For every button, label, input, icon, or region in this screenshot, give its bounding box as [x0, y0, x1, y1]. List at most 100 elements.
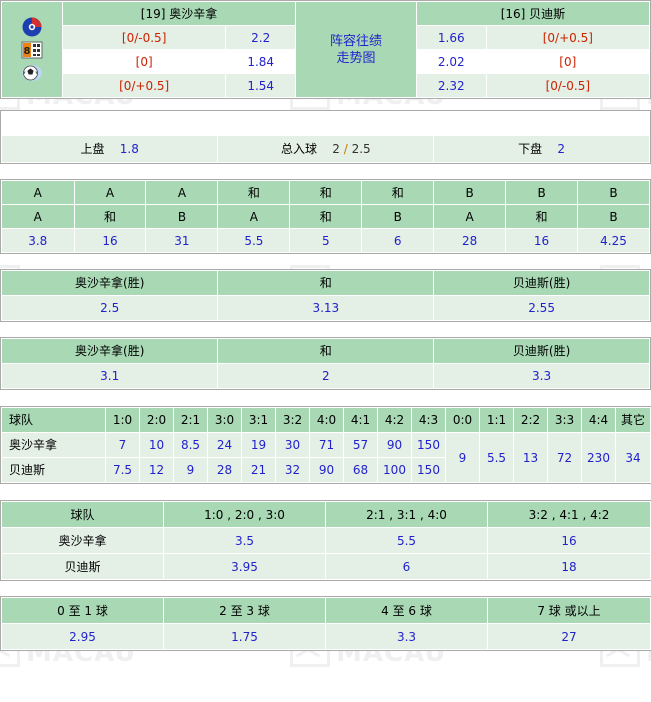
half-full-odds[interactable]: 16	[73, 228, 147, 253]
full-result: B	[577, 204, 650, 229]
score-group-odds[interactable]: 3.5	[163, 527, 326, 554]
correct-score-odds[interactable]: 8.5	[173, 432, 208, 458]
correct-score-odds[interactable]: 57	[343, 432, 378, 458]
half-full-odds[interactable]: 16	[505, 228, 579, 253]
half-full-odds[interactable]: 31	[145, 228, 219, 253]
draw-score-odds-other[interactable]: 34	[615, 432, 651, 483]
half-full-odds[interactable]: 3.8	[1, 228, 75, 253]
total-goals-line-cell[interactable]: 总入球 2 / 2.5	[217, 135, 435, 163]
lineup-history-line2: 走势图	[336, 50, 376, 66]
correct-score-odds[interactable]: 7.5	[105, 457, 140, 483]
draw-score-odds[interactable]: 9	[445, 432, 480, 483]
wdw1-draw-odds[interactable]: 3.13	[217, 295, 435, 321]
half-result: 和	[361, 180, 435, 205]
away-odds[interactable]: 2.02	[415, 49, 487, 74]
score-group-header: 1:0 , 2:0 , 3:0	[163, 501, 326, 528]
correct-score-odds[interactable]: 9	[173, 457, 208, 483]
half-full-odds[interactable]: 6	[361, 228, 435, 253]
score-group-odds[interactable]: 6	[325, 553, 488, 580]
home-odds[interactable]: 2.2	[225, 25, 297, 50]
wdw2-draw-header: 和	[217, 338, 435, 364]
score-header: 4:0	[309, 407, 344, 433]
correct-score-team-header: 球队	[1, 407, 106, 433]
home-handicap[interactable]: [0/-0.5]	[61, 25, 227, 50]
spacer-cell	[217, 111, 435, 136]
under-cell[interactable]: 下盘 2	[433, 135, 650, 163]
correct-score-odds[interactable]: 71	[309, 432, 344, 458]
home-team-name[interactable]: [19] 奥沙辛拿	[61, 1, 297, 26]
correct-score-odds[interactable]: 24	[207, 432, 242, 458]
draw-score-odds[interactable]: 13	[513, 432, 548, 483]
wdw1-home-odds[interactable]: 2.5	[0, 295, 219, 321]
correct-score-odds[interactable]: 19	[241, 432, 276, 458]
half-full-odds[interactable]: 5.5	[217, 228, 291, 253]
correct-score-odds[interactable]: 28	[207, 457, 242, 483]
correct-score-odds[interactable]: 68	[343, 457, 378, 483]
half-result: B	[577, 180, 650, 205]
draw-score-header: 1:1	[479, 407, 514, 433]
scoreboard-icon[interactable]: 8	[21, 39, 43, 61]
full-result: A	[217, 204, 291, 229]
total-goals-header: 0 至 1 球	[1, 597, 164, 624]
odds-page: 8	[0, 0, 651, 651]
correct-score-odds[interactable]: 150	[411, 457, 446, 483]
half-full-odds[interactable]: 28	[433, 228, 507, 253]
total-goals-odds[interactable]: 1.75	[163, 623, 326, 650]
score-group-odds[interactable]: 16	[487, 527, 651, 554]
basketball-icon[interactable]	[21, 16, 43, 38]
under-label: 下盘	[518, 142, 543, 156]
away-handicap[interactable]: [0]	[485, 49, 651, 74]
correct-score-odds[interactable]: 100	[377, 457, 412, 483]
correct-score-odds[interactable]: 7	[105, 432, 140, 458]
correct-score-odds[interactable]: 10	[139, 432, 174, 458]
draw-score-odds[interactable]: 72	[547, 432, 582, 483]
half-result: 和	[289, 180, 363, 205]
away-handicap[interactable]: [0/-0.5]	[485, 73, 651, 98]
full-result: B	[361, 204, 435, 229]
total-goals-odds[interactable]: 2.95	[1, 623, 164, 650]
wdw1-away-odds[interactable]: 2.55	[433, 295, 650, 321]
soccer-ball-icon[interactable]	[21, 62, 43, 84]
correct-score-odds[interactable]: 21	[241, 457, 276, 483]
half-full-odds[interactable]: 4.25	[577, 228, 650, 253]
wdw1-away-header: 贝迪斯(胜)	[433, 270, 650, 296]
half-full-odds[interactable]: 5	[289, 228, 363, 253]
score-group-odds[interactable]: 18	[487, 553, 651, 580]
wdw2-draw-odds[interactable]: 2	[217, 363, 435, 389]
win-draw-win-table-2: 奥沙辛拿(胜) 和 贝迪斯(胜) 3.1 2 3.3	[0, 338, 650, 389]
away-odds[interactable]: 2.32	[415, 73, 487, 98]
draw-score-odds[interactable]: 230	[581, 432, 616, 483]
total-goals-label: 总入球	[280, 142, 317, 156]
correct-score-odds[interactable]: 90	[377, 432, 412, 458]
away-odds[interactable]: 1.66	[415, 25, 487, 50]
correct-score-odds[interactable]: 90	[309, 457, 344, 483]
away-team-name[interactable]: [16] 贝迪斯	[415, 1, 651, 26]
home-odds[interactable]: 1.54	[225, 73, 297, 98]
draw-score-odds[interactable]: 5.5	[479, 432, 514, 483]
total-goals-odds[interactable]: 27	[487, 623, 651, 650]
spacer-cell	[433, 111, 650, 136]
draw-score-header: 2:2	[513, 407, 548, 433]
wdw2-home-odds[interactable]: 3.1	[0, 363, 219, 389]
lineup-history-chart-link[interactable]: 阵容往绩 走势图	[295, 1, 417, 98]
correct-score-odds[interactable]: 150	[411, 432, 446, 458]
score-group-odds[interactable]: 3.95	[163, 553, 326, 580]
home-handicap[interactable]: [0]	[61, 49, 227, 74]
score-header: 4:2	[377, 407, 412, 433]
total-goals-odds[interactable]: 3.3	[325, 623, 488, 650]
correct-score-header-row: 球队 1:0 2:0 2:1 3:0 3:1 3:2 4:0 4:1 4:2 4…	[1, 407, 651, 433]
draw-score-header: 4:4	[581, 407, 616, 433]
over-under-panel: 上盘 1.8 总入球 2 / 2.5 下盘 2	[0, 110, 651, 164]
score-group-odds[interactable]: 5.5	[325, 527, 488, 554]
full-time-row: A 和 B A 和 B A 和 B	[1, 204, 650, 229]
home-handicap[interactable]: [0/+0.5]	[61, 73, 227, 98]
total-goals-odds-row: 2.95 1.75 3.3 27	[1, 623, 651, 650]
correct-score-odds[interactable]: 32	[275, 457, 310, 483]
away-handicap[interactable]: [0/+0.5]	[485, 25, 651, 50]
correct-score-odds[interactable]: 12	[139, 457, 174, 483]
wdw2-away-odds[interactable]: 3.3	[433, 363, 650, 389]
over-cell[interactable]: 上盘 1.8	[0, 135, 219, 163]
total-goals-header-row: 0 至 1 球 2 至 3 球 4 至 6 球 7 球 或以上	[1, 597, 651, 624]
correct-score-odds[interactable]: 30	[275, 432, 310, 458]
home-odds[interactable]: 1.84	[225, 49, 297, 74]
